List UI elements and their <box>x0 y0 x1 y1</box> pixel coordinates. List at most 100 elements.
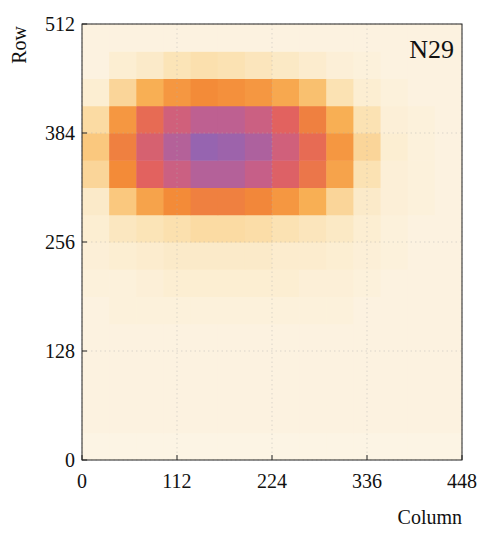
cell <box>435 324 462 352</box>
cell <box>191 188 219 216</box>
cell <box>408 297 436 325</box>
cell <box>82 188 110 216</box>
cell <box>245 269 273 297</box>
cell <box>163 433 191 460</box>
cell <box>163 324 191 352</box>
tick <box>462 455 463 460</box>
cell <box>435 79 462 107</box>
cell <box>109 106 137 134</box>
cell <box>245 378 273 406</box>
cell <box>82 406 110 434</box>
cell <box>435 242 462 270</box>
axis-title: Row <box>8 25 30 63</box>
cell <box>136 133 164 161</box>
cell <box>136 378 164 406</box>
panel-label: N29 <box>409 35 454 64</box>
cells <box>82 24 462 460</box>
cell <box>381 51 409 79</box>
tick <box>82 24 87 25</box>
cell <box>408 378 436 406</box>
cell <box>109 133 137 161</box>
cell <box>245 215 273 243</box>
cell <box>326 79 354 107</box>
cell <box>191 297 219 325</box>
cell <box>191 378 219 406</box>
cell <box>245 297 273 325</box>
cell <box>299 351 327 379</box>
cell <box>109 79 137 107</box>
cell <box>272 351 300 379</box>
cell <box>218 269 246 297</box>
cell <box>218 79 246 107</box>
cell <box>299 378 327 406</box>
cell <box>272 324 300 352</box>
cell <box>353 378 381 406</box>
cell <box>435 269 462 297</box>
cell <box>136 324 164 352</box>
cell <box>109 242 137 270</box>
cell <box>326 406 354 434</box>
cell <box>218 188 246 216</box>
cell <box>326 51 354 79</box>
cell <box>82 160 110 188</box>
cell <box>408 406 436 434</box>
cell <box>353 242 381 270</box>
cell <box>326 188 354 216</box>
cell <box>218 351 246 379</box>
grid-line <box>82 242 462 243</box>
cell <box>109 378 137 406</box>
tick <box>82 351 87 352</box>
cell <box>408 79 436 107</box>
cell <box>191 433 219 460</box>
cell <box>408 106 436 134</box>
cell <box>381 406 409 434</box>
cell <box>299 188 327 216</box>
cell <box>299 297 327 325</box>
cell <box>272 51 300 79</box>
cell <box>272 269 300 297</box>
cell <box>109 433 137 460</box>
cell <box>191 324 219 352</box>
tick-label: 224 <box>257 470 287 492</box>
cell <box>435 160 462 188</box>
cell <box>136 79 164 107</box>
cell <box>381 242 409 270</box>
cell <box>435 351 462 379</box>
cell <box>299 242 327 270</box>
cell <box>191 133 219 161</box>
cell <box>82 51 110 79</box>
cell <box>299 324 327 352</box>
cell <box>245 433 273 460</box>
cell <box>381 351 409 379</box>
cell <box>272 24 300 52</box>
cell <box>381 79 409 107</box>
cell <box>218 51 246 79</box>
cell <box>218 378 246 406</box>
cell <box>191 160 219 188</box>
cell <box>299 133 327 161</box>
cell <box>326 215 354 243</box>
cell <box>191 51 219 79</box>
cell <box>136 160 164 188</box>
cell <box>381 133 409 161</box>
cell <box>353 433 381 460</box>
cell <box>299 269 327 297</box>
cell <box>408 160 436 188</box>
cell <box>435 297 462 325</box>
cell <box>218 433 246 460</box>
cell <box>381 324 409 352</box>
cell <box>82 269 110 297</box>
cell <box>435 188 462 216</box>
cell <box>245 160 273 188</box>
tick-label: 384 <box>45 122 75 144</box>
cell <box>272 242 300 270</box>
cell <box>218 160 246 188</box>
cell <box>218 297 246 325</box>
cell <box>326 242 354 270</box>
cell <box>136 406 164 434</box>
cell <box>353 297 381 325</box>
cell <box>109 351 137 379</box>
cell <box>353 269 381 297</box>
cell <box>272 133 300 161</box>
cell <box>82 133 110 161</box>
